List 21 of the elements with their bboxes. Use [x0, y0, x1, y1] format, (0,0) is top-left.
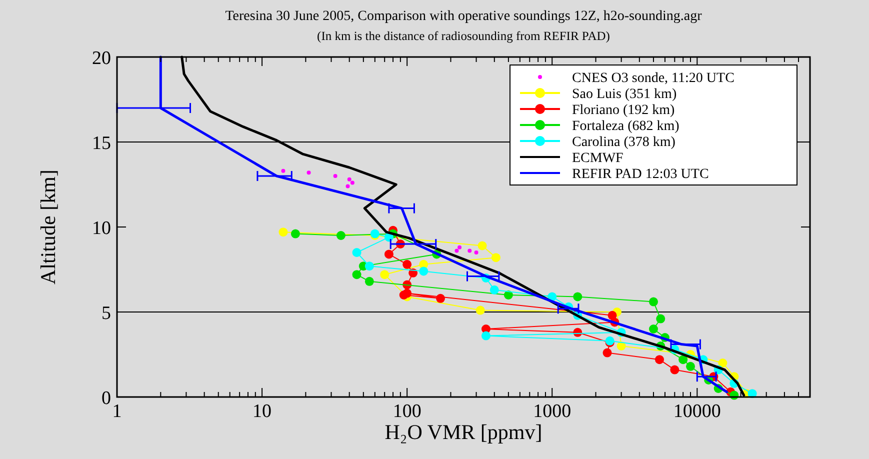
x-axis-title: H₂O VMR [ppmv] [384, 420, 542, 444]
legend-label: Sao Luis (351 km) [572, 87, 677, 102]
y-tick-label: 10 [92, 218, 111, 239]
y-axis-title: Altitude [km] [36, 170, 60, 284]
x-tick-label: 1000 [533, 401, 572, 422]
x-tick-label: 10 [252, 401, 272, 422]
chart-subtitle: (In km is the distance of radiosounding from REFIR PAD) [317, 29, 610, 43]
legend-label: Floriano (192 km) [572, 103, 675, 118]
legend-label: ECMWF [572, 151, 624, 166]
legend-label: REFIR PAD 12:03 UTC [572, 167, 709, 182]
legend-label: CNES O3 sonde, 11:20 UTC [572, 71, 734, 86]
chart-title: Teresina 30 June 2005, Comparison with operative soundings 12Z, h2o-sounding.agr [225, 9, 702, 24]
y-tick-label: 5 [102, 303, 111, 324]
y-tick-label: 20 [92, 48, 111, 69]
legend-label: Fortaleza (682 km) [572, 119, 680, 134]
y-tick-label: 0 [102, 388, 111, 409]
x-tick-label: 10000 [673, 401, 721, 422]
x-tick-label: 1 [112, 401, 122, 422]
y-tick-label: 15 [92, 133, 111, 154]
x-tick-label: 100 [392, 401, 422, 422]
legend-label: Carolina (378 km) [572, 135, 676, 150]
